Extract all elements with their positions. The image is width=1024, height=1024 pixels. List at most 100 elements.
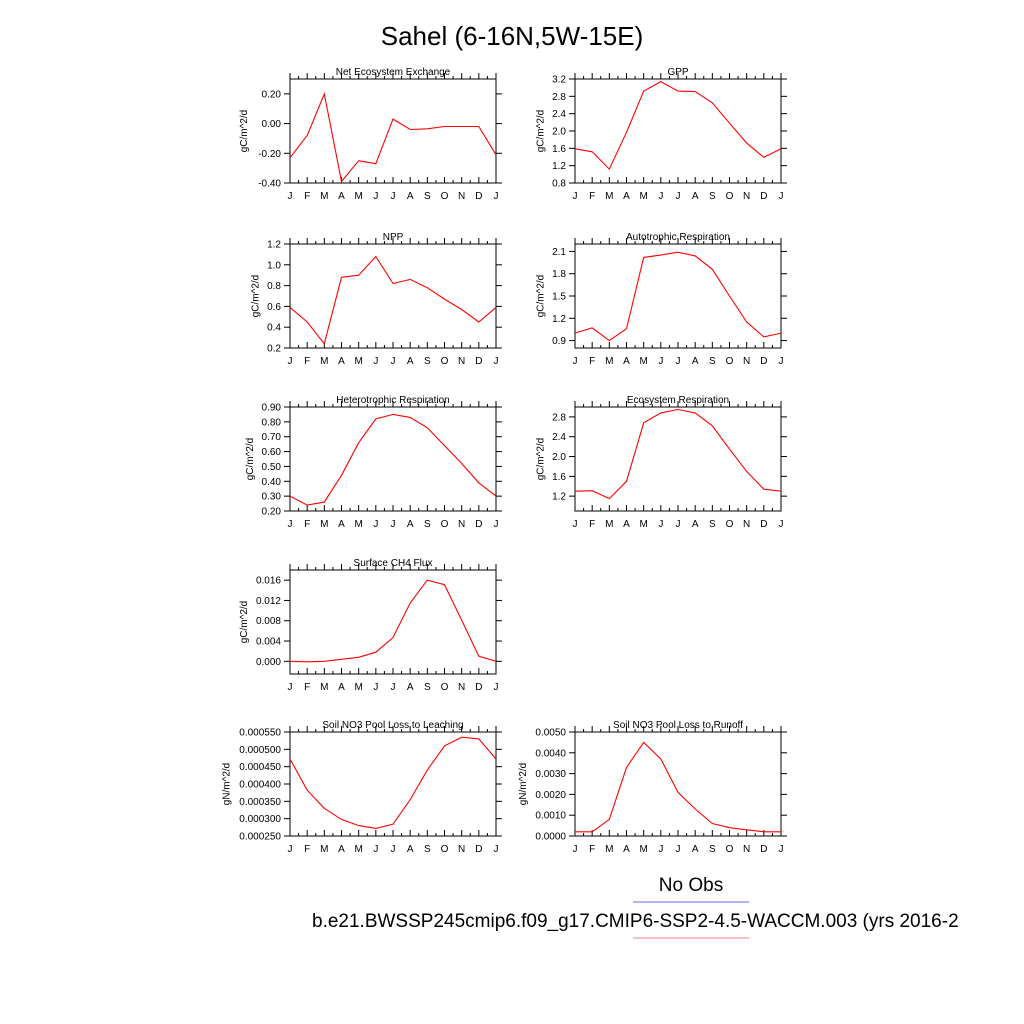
y-tick-label: 0.20 — [262, 507, 282, 518]
y-tick-label: 0.0010 — [535, 811, 566, 822]
x-tick-label: F — [589, 519, 595, 530]
x-tick-label: M — [639, 191, 647, 202]
x-tick-label: O — [726, 519, 734, 530]
y-tick-label: 0.9 — [552, 336, 566, 347]
x-tick-label: J — [391, 356, 396, 367]
x-tick-label: S — [709, 844, 716, 855]
x-tick-label: O — [441, 682, 449, 693]
plot-frame — [289, 569, 497, 675]
x-tick-label: J — [373, 356, 378, 367]
panel-title: Ecosystem Respiration — [627, 395, 729, 406]
x-tick-label: A — [623, 844, 630, 855]
y-tick-label: 0.90 — [262, 403, 282, 414]
x-tick-label: J — [494, 356, 499, 367]
x-tick-label: M — [320, 191, 328, 202]
x-tick-label: D — [475, 191, 482, 202]
x-tick-label: S — [424, 844, 431, 855]
x-tick-label: J — [573, 356, 578, 367]
y-tick-label: 0.0030 — [535, 769, 566, 780]
x-tick-label: A — [338, 682, 345, 693]
x-tick-label: M — [639, 356, 647, 367]
x-tick-label: F — [304, 356, 310, 367]
x-tick-label: N — [458, 191, 465, 202]
y-tick-label: 0.000400 — [239, 780, 281, 791]
x-tick-label: N — [458, 844, 465, 855]
series-line — [574, 80, 782, 171]
x-tick-label: A — [623, 519, 630, 530]
x-tick-label: A — [407, 844, 414, 855]
y-tick-label: 0.000450 — [239, 762, 281, 773]
x-tick-label: M — [639, 519, 647, 530]
series-line — [289, 255, 497, 346]
y-tick-label: 0.50 — [262, 462, 282, 473]
y-tick-label: 1.2 — [552, 161, 566, 172]
plot-frame — [574, 243, 782, 349]
y-tick-label: 0.000300 — [239, 814, 281, 825]
panel-title: Net Ecosystem Exchange — [336, 67, 451, 78]
y-tick-label: 0.2 — [267, 344, 281, 355]
y-tick-label: 0.70 — [262, 432, 282, 443]
x-tick-label: O — [441, 191, 449, 202]
x-tick-label: O — [441, 844, 449, 855]
y-tick-label: 1.0 — [267, 260, 281, 271]
x-tick-label: D — [760, 191, 767, 202]
y-axis-label: gC/m^2/d — [536, 110, 547, 153]
x-tick-label: A — [692, 844, 699, 855]
x-tick-label: A — [692, 519, 699, 530]
legend-model-label: b.e21.BWSSP245cmip6.f09_g17.CMIP6-SSP2-4… — [312, 911, 959, 932]
x-tick-label: J — [288, 519, 293, 530]
y-tick-label: 1.5 — [552, 292, 566, 303]
x-tick-label: J — [779, 519, 784, 530]
series-line — [289, 579, 497, 663]
x-tick-label: J — [658, 519, 663, 530]
x-tick-label: M — [354, 844, 362, 855]
y-tick-label: 1.2 — [552, 492, 566, 503]
x-tick-label: F — [304, 191, 310, 202]
y-tick-label: 2.4 — [552, 432, 566, 443]
x-tick-label: S — [424, 682, 431, 693]
x-tick-label: A — [338, 519, 345, 530]
plot-frame — [289, 406, 497, 512]
y-tick-label: 0.000 — [256, 657, 281, 668]
x-tick-label: J — [373, 191, 378, 202]
y-tick-label: 0.30 — [262, 492, 282, 503]
panel-title: Heterotrophic Respiration — [336, 395, 449, 406]
panel-title: Surface CH4 Flux — [354, 558, 433, 569]
series-line — [289, 91, 497, 183]
y-tick-label: 0.000550 — [239, 728, 281, 739]
x-tick-label: S — [424, 356, 431, 367]
x-tick-label: S — [424, 519, 431, 530]
x-tick-label: J — [288, 191, 293, 202]
x-tick-label: J — [494, 191, 499, 202]
x-tick-label: O — [441, 356, 449, 367]
x-tick-label: A — [338, 844, 345, 855]
y-tick-label: 0.4 — [267, 323, 281, 334]
series-line — [574, 251, 782, 342]
x-tick-label: O — [726, 356, 734, 367]
x-tick-label: J — [676, 356, 681, 367]
x-tick-label: O — [726, 191, 734, 202]
x-tick-label: J — [573, 191, 578, 202]
legend-obs-label: No Obs — [659, 875, 723, 896]
y-tick-label: 0.004 — [256, 637, 281, 648]
x-tick-label: D — [475, 519, 482, 530]
plot-frame — [289, 78, 497, 184]
x-tick-label: A — [692, 191, 699, 202]
x-tick-label: J — [494, 519, 499, 530]
page-title: Sahel (6-16N,5W-15E) — [381, 21, 644, 51]
y-axis-label: gN/m^2/d — [222, 763, 233, 806]
y-axis-label: gC/m^2/d — [239, 601, 250, 644]
x-tick-label: J — [494, 682, 499, 693]
x-tick-label: M — [605, 844, 613, 855]
series-line — [289, 736, 497, 829]
x-tick-label: A — [692, 356, 699, 367]
plot-frame — [574, 78, 782, 184]
y-tick-label: 0.008 — [256, 616, 281, 627]
y-axis-label: gC/m^2/d — [239, 110, 250, 153]
y-tick-label: 1.6 — [552, 472, 566, 483]
x-tick-label: S — [709, 356, 716, 367]
